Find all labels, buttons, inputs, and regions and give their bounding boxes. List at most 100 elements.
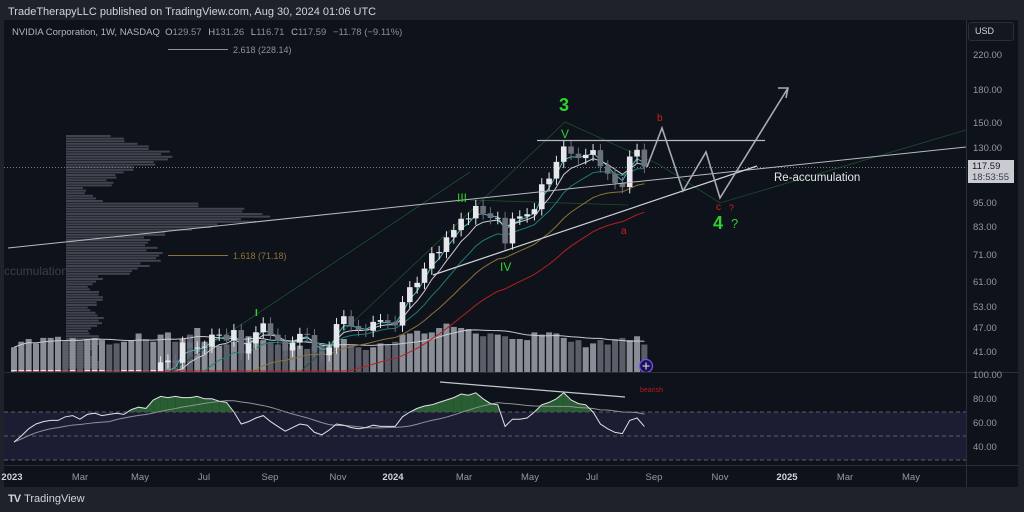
volume-profile-row (66, 340, 102, 343)
candle (641, 143, 648, 174)
volume-profile-row (66, 135, 111, 137)
volume-bar (216, 345, 223, 372)
rsi-fill-segment (453, 394, 462, 412)
rsi-band-lines (4, 411, 966, 461)
volume-bar (25, 339, 32, 372)
volume-profile-row (66, 272, 130, 275)
rsi-fill-segment (153, 396, 161, 412)
volume-profile-row (66, 366, 101, 369)
currency-button[interactable]: USD (968, 22, 1014, 41)
volume-bar (458, 328, 465, 372)
volume-bar (333, 341, 340, 372)
volume-bar (76, 341, 83, 372)
candle (333, 317, 340, 354)
volume-bar (516, 339, 523, 372)
volume-bar (472, 333, 479, 372)
candle (201, 340, 208, 354)
volume-bar (450, 326, 457, 372)
wave-3-label: 3 (559, 95, 569, 115)
brand-name: TradingView (24, 493, 85, 505)
wave-IV-label: IV (500, 260, 511, 274)
open-label: O (165, 27, 173, 38)
volume-profile-row (66, 163, 156, 166)
rsi-fill-segment (167, 396, 176, 412)
volume-profile-row (66, 166, 134, 169)
candle (311, 328, 318, 358)
candle (377, 313, 384, 329)
wave-4-label: 4 (713, 213, 723, 233)
volume-profile-row (66, 220, 257, 223)
volume-profile-row (66, 306, 88, 309)
open-value: 129.57 (172, 27, 202, 38)
candle (77, 370, 83, 371)
rsi-fill-segment (446, 397, 454, 412)
volume-bar (201, 341, 208, 372)
candle (370, 315, 376, 338)
candle (238, 323, 245, 360)
candle (472, 199, 479, 225)
time-tick: Nov (711, 472, 729, 483)
candle (494, 211, 501, 225)
rsi-fill-segment (204, 398, 212, 412)
volume-bar (575, 340, 582, 372)
volume-profile-row (66, 265, 150, 267)
volume-profile-row (66, 259, 161, 262)
candle (531, 203, 538, 221)
projection-path[interactable] (646, 87, 789, 200)
wave-c-label: c (716, 202, 721, 213)
volume-profile-row (66, 319, 99, 322)
candle (209, 328, 215, 353)
volume-bar (106, 344, 113, 372)
volume-bar (260, 340, 267, 372)
volume-profile-row (66, 239, 151, 241)
candle (165, 354, 171, 369)
candle (113, 370, 120, 371)
price-tick: 47.00 (973, 322, 997, 334)
volume-profile-row (66, 161, 154, 163)
candle (106, 370, 113, 371)
time-tick: 2025 (776, 472, 798, 483)
volume-bar (568, 341, 575, 372)
price-tick: 95.00 (973, 198, 997, 210)
candle (480, 199, 486, 220)
candle (568, 140, 574, 160)
volume-profile-row (66, 231, 166, 234)
volume-bar (553, 333, 560, 372)
volume-profile-row (66, 213, 263, 215)
candle (546, 172, 552, 191)
rsi-fill-segment (541, 402, 550, 412)
volume-profile-row (66, 252, 163, 254)
time-tick: Sep (261, 472, 279, 483)
candle (516, 210, 523, 225)
price-tick: 71.00 (973, 249, 997, 261)
long-trendline[interactable] (7, 146, 966, 249)
volume-profile-row (66, 200, 103, 202)
rsi-divergence-line[interactable] (439, 381, 626, 398)
rsi-tick: 40.00 (973, 442, 997, 453)
volume-bar (267, 341, 274, 372)
candle (282, 334, 289, 357)
candle (341, 310, 347, 331)
candles (11, 140, 648, 371)
volume-profile-row (66, 249, 147, 252)
rsi-fill-segment (131, 407, 139, 412)
wave-b-label: b (657, 113, 663, 124)
time-tick: Sep (645, 472, 663, 483)
time-axis[interactable] (4, 466, 966, 487)
candle (194, 341, 201, 355)
volume-bar (480, 336, 487, 372)
candle (223, 328, 230, 347)
rsi-pane[interactable]: bearish (4, 381, 966, 461)
candle (597, 144, 604, 173)
volume-bar (597, 340, 604, 372)
support-trendline[interactable] (432, 165, 758, 276)
volume-bar (135, 333, 142, 372)
volume-bar (355, 347, 362, 372)
candle (326, 341, 332, 362)
price-tick: 130.00 (973, 143, 1003, 154)
volume-profile-row (66, 280, 97, 283)
add-indicator-icon[interactable] (638, 358, 654, 373)
volume-bar (84, 339, 91, 372)
footer-brand[interactable]: TV TradingView (8, 493, 85, 505)
